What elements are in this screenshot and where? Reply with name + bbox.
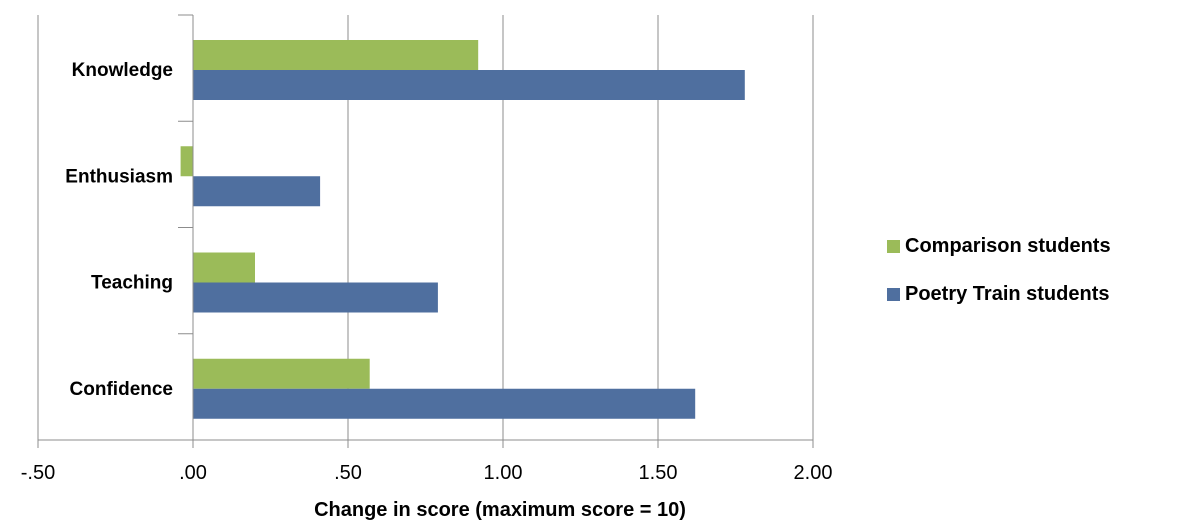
legend-label-poetry-train: Poetry Train students xyxy=(905,283,1110,305)
x-axis-title: Change in score (maximum score = 10) xyxy=(314,499,686,521)
legend-swatch-poetry-train xyxy=(887,288,900,301)
category-labels: Knowledge Enthusiasm Teaching Confidence xyxy=(65,60,173,400)
bar-poetry-train-teaching xyxy=(193,282,438,313)
x-tick-label: -.50 xyxy=(21,462,55,484)
legend-swatch-comparison xyxy=(887,240,900,253)
bar-poetry-train-knowledge xyxy=(193,70,745,100)
bar-comparison-confidence xyxy=(193,358,370,389)
x-tick-label: 1.50 xyxy=(639,462,678,484)
category-label-teaching: Teaching xyxy=(91,273,173,294)
axes xyxy=(37,14,814,448)
bar-comparison-knowledge xyxy=(193,40,479,70)
x-tick-label: .00 xyxy=(179,462,207,484)
bars xyxy=(180,40,745,419)
legend: Comparison students Poetry Train students xyxy=(887,235,1111,305)
category-label-confidence: Confidence xyxy=(70,379,173,400)
bar-comparison-enthusiasm xyxy=(180,146,193,177)
category-label-knowledge: Knowledge xyxy=(72,60,173,81)
x-tick-label: 2.00 xyxy=(794,462,833,484)
x-tick-label: 1.00 xyxy=(484,462,523,484)
legend-label-comparison: Comparison students xyxy=(905,235,1111,257)
category-label-enthusiasm: Enthusiasm xyxy=(65,166,173,187)
x-tick-label: .50 xyxy=(334,462,362,484)
x-tick-labels: -.50 .00 .50 1.00 1.50 2.00 xyxy=(21,462,833,484)
bar-poetry-train-enthusiasm xyxy=(193,176,321,207)
bar-poetry-train-confidence xyxy=(193,388,696,419)
bar-comparison-teaching xyxy=(193,252,255,283)
